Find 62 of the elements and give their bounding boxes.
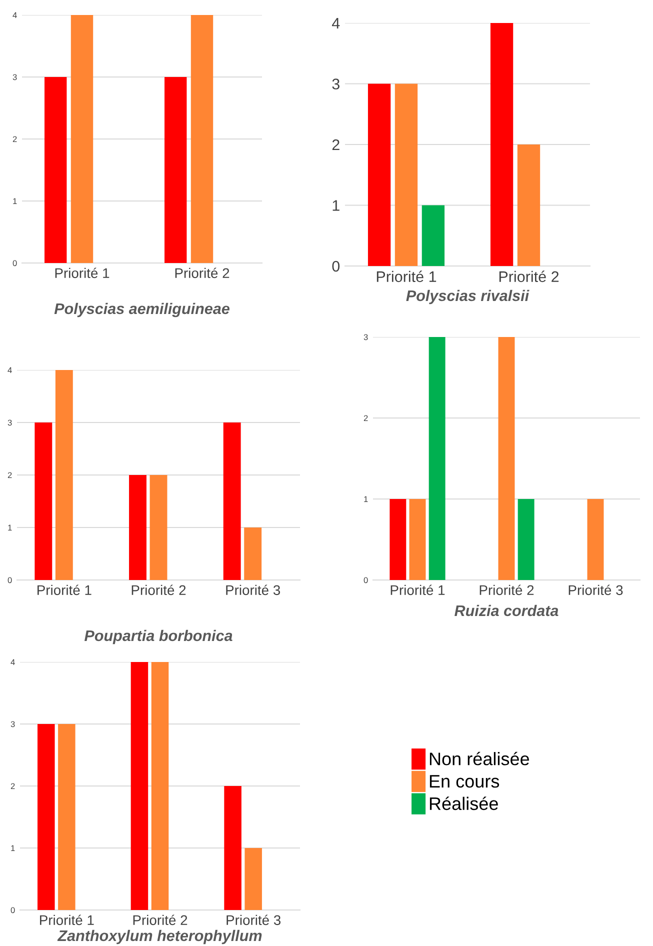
x-tick-label: Priorité 1: [376, 270, 436, 282]
x-tick-label: Priorité 1: [390, 584, 445, 596]
bar: [223, 422, 241, 580]
y-tick-label: 2: [8, 472, 12, 478]
x-tick-label: Priorité 2: [175, 268, 230, 278]
y-tick-label: 1: [8, 524, 12, 531]
legend-label: Non réalisée: [430, 752, 530, 766]
bar: [244, 848, 262, 910]
y-tick-label: 0: [12, 260, 17, 266]
y-tick-label: 1: [332, 200, 340, 211]
y-tick-label: 3: [364, 334, 368, 340]
y-tick-label: 4: [10, 659, 15, 666]
y-tick-label: 3: [10, 721, 15, 728]
y-tick-label: 4: [8, 367, 12, 374]
y-tick-label: 2: [12, 136, 17, 142]
y-tick-label: 3: [332, 78, 340, 90]
x-tick-label: Priorité 2: [480, 584, 534, 596]
x-tick-label: Priorité 1: [38, 584, 92, 596]
legend-label: En cours: [430, 775, 500, 788]
bar: [34, 422, 52, 580]
bar: [368, 84, 391, 266]
y-tick-label: 4: [332, 18, 340, 29]
y-tick-label: 2: [332, 139, 340, 150]
x-tick-label: Priorité 3: [568, 584, 623, 596]
y-tick-label: 0: [8, 577, 12, 584]
y-tick-label: 4: [12, 12, 17, 18]
y-tick-label: 1: [13, 198, 17, 204]
y-tick-label: 2: [10, 783, 15, 790]
y-tick-label: 1: [11, 845, 15, 852]
y-tick-label: 1: [364, 496, 368, 502]
y-tick-label: 3: [12, 74, 17, 80]
bar: [130, 662, 148, 910]
bar: [517, 144, 540, 266]
text: Zanthoxylum heterophyllum: [57, 930, 262, 944]
x-tick-label: Priorité 3: [226, 914, 281, 926]
bar: [55, 370, 73, 580]
text: Ruizia cordata: [454, 604, 558, 616]
bar: [38, 724, 55, 910]
bar: [394, 84, 418, 266]
x-tick-label: Priorité 2: [133, 914, 188, 926]
y-tick-label: 0: [332, 260, 340, 272]
bar: [490, 23, 514, 266]
bar: [151, 662, 169, 910]
text: Polyscias aemiliguineae: [54, 302, 230, 318]
y-tick-label: 0: [364, 577, 368, 584]
bar: [150, 475, 168, 580]
y-tick-label: 3: [8, 420, 12, 426]
y-tick-label: 2: [364, 415, 368, 422]
bar: [244, 528, 262, 580]
bar: [422, 205, 445, 266]
text: Polyscias rivalsii: [406, 290, 530, 304]
x-tick-label: Priorité 2: [499, 270, 559, 282]
x-tick-label: Priorité 2: [132, 584, 186, 596]
x-tick-label: Priorité 1: [40, 914, 94, 926]
bar: [58, 724, 76, 910]
bar: [129, 475, 146, 580]
legend-label: Réalisée: [430, 796, 498, 810]
text: Poupartia borbonica: [84, 630, 232, 644]
x-tick-label: Priorité 1: [55, 268, 110, 278]
x-tick-label: Priorité 3: [226, 584, 280, 596]
y-tick-label: 0: [10, 907, 15, 914]
bar: [224, 786, 242, 910]
